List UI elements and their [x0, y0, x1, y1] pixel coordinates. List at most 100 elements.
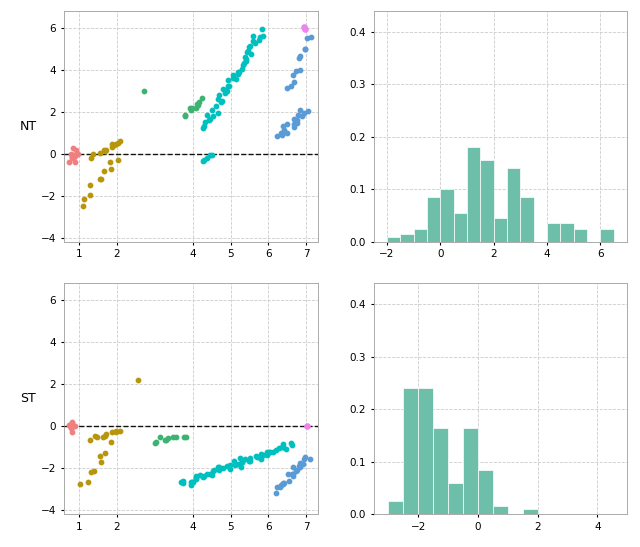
Point [191, 472, 201, 481]
Point [67, 418, 77, 427]
Point [68, 153, 79, 161]
Point [95, 457, 106, 466]
Point [251, 451, 261, 460]
Point [107, 428, 117, 437]
Point [111, 426, 122, 435]
Point [225, 461, 236, 469]
Point [287, 71, 298, 79]
Bar [493, 507, 508, 514]
Point [160, 435, 170, 444]
Y-axis label: NT: NT [20, 120, 37, 133]
Point [111, 428, 121, 437]
Point [248, 37, 258, 45]
Point [276, 130, 287, 139]
Point [178, 477, 188, 486]
Point [69, 158, 79, 166]
Bar [478, 469, 493, 514]
Point [242, 48, 252, 56]
Point [207, 471, 217, 480]
Bar [561, 223, 574, 242]
Point [76, 480, 86, 489]
Bar [600, 229, 614, 242]
Point [151, 438, 161, 446]
Bar [467, 147, 481, 242]
Point [298, 460, 308, 469]
Point [289, 78, 300, 86]
Point [278, 479, 288, 487]
Point [71, 146, 81, 154]
Point [191, 474, 201, 482]
Point [300, 453, 310, 462]
Point [95, 174, 105, 183]
Point [245, 454, 255, 463]
Bar [419, 388, 433, 514]
Point [276, 480, 287, 489]
Bar [413, 229, 427, 242]
Point [262, 448, 272, 457]
Point [252, 452, 262, 461]
Point [220, 86, 230, 95]
Point [115, 427, 125, 436]
Point [287, 440, 298, 449]
Point [202, 154, 212, 163]
Point [262, 451, 272, 459]
Bar [463, 428, 478, 514]
Point [299, 108, 309, 117]
Point [211, 102, 221, 111]
Point [225, 465, 236, 474]
Point [209, 465, 220, 474]
Point [295, 51, 305, 60]
Point [161, 436, 172, 445]
Point [278, 443, 288, 452]
Point [150, 438, 160, 447]
Point [198, 472, 208, 481]
Point [279, 479, 289, 487]
Point [179, 112, 189, 120]
Point [100, 147, 111, 155]
Point [184, 104, 195, 113]
Point [168, 433, 179, 441]
Point [90, 432, 100, 440]
Point [199, 472, 209, 480]
Point [207, 150, 217, 159]
Point [187, 103, 197, 112]
Point [111, 139, 122, 148]
Point [96, 174, 106, 183]
Point [240, 53, 250, 61]
Point [283, 470, 293, 479]
Point [106, 139, 116, 148]
Point [198, 124, 209, 132]
Point [204, 115, 214, 124]
Point [98, 433, 108, 442]
Point [65, 421, 75, 430]
Point [208, 112, 218, 121]
Point [278, 122, 289, 131]
Point [244, 456, 254, 465]
Bar [523, 509, 538, 514]
Point [287, 470, 298, 479]
Point [223, 75, 234, 84]
Point [231, 74, 241, 83]
Point [180, 432, 191, 441]
Point [300, 45, 310, 54]
Point [302, 422, 312, 430]
Point [280, 444, 291, 453]
Bar [574, 229, 587, 242]
Point [292, 466, 302, 475]
Bar [388, 501, 403, 514]
Point [234, 67, 244, 76]
Point [67, 420, 77, 429]
Point [113, 138, 124, 147]
Point [195, 471, 205, 480]
Point [63, 421, 74, 429]
Point [95, 452, 105, 461]
Point [213, 463, 223, 472]
Point [79, 194, 89, 203]
Point [287, 462, 298, 471]
Point [204, 469, 214, 478]
Point [193, 101, 204, 110]
Point [222, 87, 232, 96]
Bar [400, 234, 413, 242]
Point [255, 33, 265, 42]
Point [286, 82, 296, 91]
